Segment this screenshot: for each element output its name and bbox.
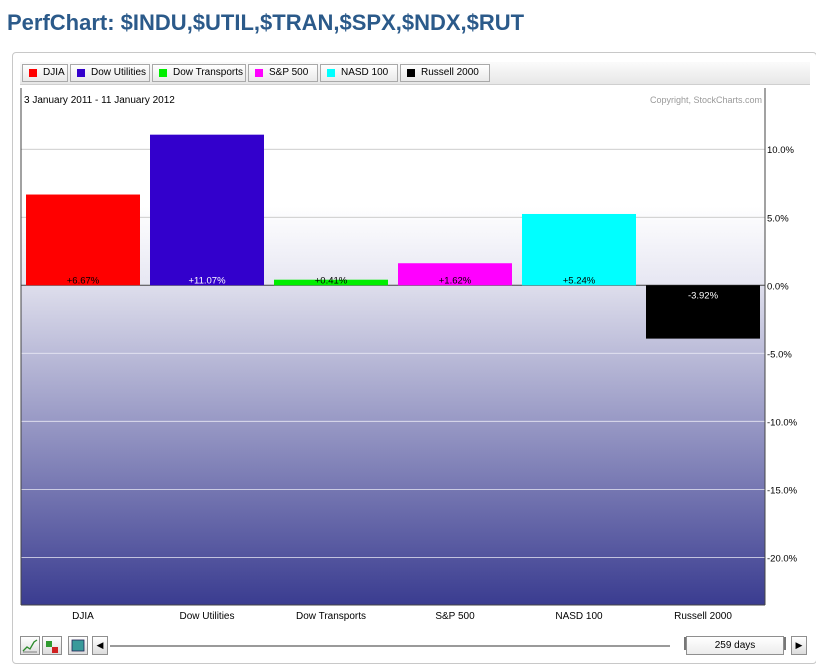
bar-chart-view-button[interactable] (42, 636, 62, 655)
legend-swatch (255, 69, 263, 77)
legend-item-dow-utilities[interactable]: Dow Utilities (70, 64, 150, 82)
legend-item-russell-2000[interactable]: Russell 2000 (400, 64, 490, 82)
bar-value-label: -3.92% (688, 290, 719, 301)
legend-label: Dow Utilities (91, 67, 147, 78)
panel-icon (71, 639, 85, 652)
page-title: PerfChart: $INDU,$UTIL,$TRAN,$SPX,$NDX,$… (7, 10, 525, 35)
legend-item-nasd-100[interactable]: NASD 100 (320, 64, 398, 82)
y-tick-label: -5.0% (767, 349, 792, 360)
copyright-label: Copyright, StockCharts.com (650, 95, 762, 105)
x-category-label: Dow Utilities (179, 611, 234, 622)
legend-swatch (407, 69, 415, 77)
plot-background-positive (21, 88, 765, 286)
bar-nasd-100[interactable] (522, 213, 636, 286)
bar-dow-transports[interactable] (274, 279, 388, 286)
x-category-label: S&P 500 (435, 611, 475, 622)
bar-russell-2000[interactable] (646, 285, 760, 339)
legend-item-s-p-500[interactable]: S&P 500 (248, 64, 318, 82)
scroll-left-button[interactable]: ◀ (92, 636, 108, 655)
legend-label: Russell 2000 (421, 67, 479, 78)
date-range-slider-track[interactable] (110, 645, 670, 647)
date-range-label: 3 January 2011 - 11 January 2012 (24, 95, 175, 106)
scroll-right-button[interactable]: ▶ (791, 636, 807, 655)
y-tick-label: 5.0% (767, 213, 789, 224)
slider-right-grip[interactable] (784, 637, 786, 650)
settings-panel-button[interactable] (68, 636, 88, 655)
bar-dow-utilities[interactable] (150, 134, 264, 286)
x-category-label: DJIA (72, 611, 94, 622)
bar-s-p-500[interactable] (398, 263, 512, 286)
y-tick-label: 0.0% (767, 281, 789, 292)
slider-left-grip[interactable] (684, 637, 686, 650)
days-range-display: 259 days (686, 636, 784, 655)
y-tick-label: -15.0% (767, 485, 798, 496)
bar-chart-icon (46, 641, 58, 653)
bar-value-label: +5.24% (563, 275, 596, 286)
chart-toolbar: ◀ 259 days ▶ (20, 635, 815, 657)
legend-swatch (77, 69, 85, 77)
y-tick-label: -20.0% (767, 553, 798, 564)
legend-label: Dow Transports (173, 67, 244, 78)
legend-swatch (29, 69, 37, 77)
bar-value-label: +11.07% (188, 275, 226, 286)
bar-value-label: +1.62% (439, 275, 472, 286)
bar-value-label: +6.67% (67, 275, 100, 286)
plot-background-negative (21, 285, 765, 605)
legend-label: S&P 500 (269, 67, 309, 78)
legend-label: DJIA (43, 67, 65, 78)
legend-item-dow-transports[interactable]: Dow Transports (152, 64, 246, 82)
legend-swatch (159, 69, 167, 77)
bar-value-label: +0.41% (315, 275, 348, 286)
line-chart-icon (22, 639, 38, 653)
y-tick-label: 10.0% (767, 145, 794, 156)
y-tick-label: -10.0% (767, 417, 798, 428)
legend-swatch (327, 69, 335, 77)
line-chart-view-button[interactable] (20, 636, 40, 655)
legend-bar: DJIA Dow Utilities Dow Transports S&P 500 NA… (20, 62, 810, 85)
x-category-label: NASD 100 (555, 611, 603, 622)
x-category-label: Dow Transports (296, 611, 366, 622)
bar-djia[interactable] (26, 194, 140, 286)
x-category-label: Russell 2000 (674, 611, 732, 622)
legend-label: NASD 100 (341, 67, 389, 78)
legend-item-djia[interactable]: DJIA (22, 64, 68, 82)
